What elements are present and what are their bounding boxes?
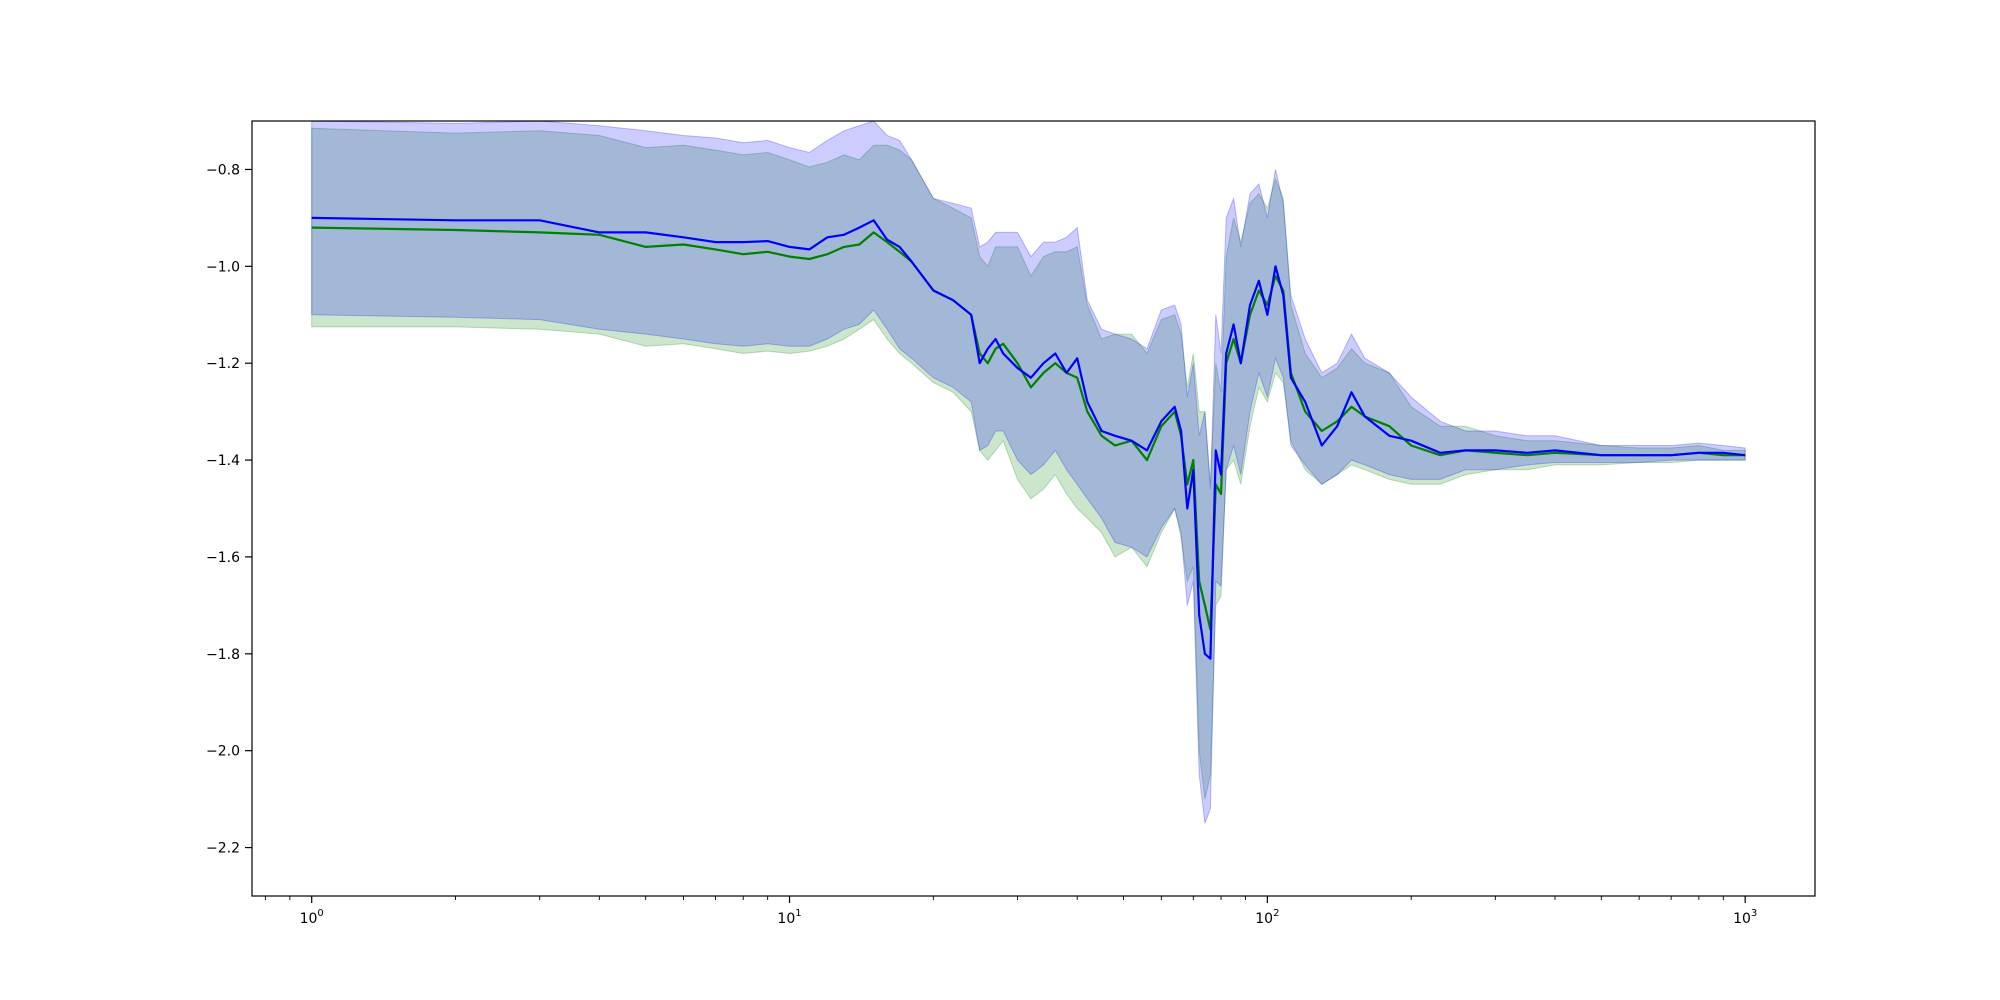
x-axis: 100 101 102 103 (264, 896, 1757, 927)
series-2-band (311, 120, 1746, 824)
y-tick-label: −2.0 (206, 744, 240, 760)
y-tick-label: −1.2 (206, 356, 240, 372)
x-tick-label: 101 (777, 908, 801, 927)
y-tick-label: −1.4 (206, 453, 240, 469)
series-1-line (311, 226, 1746, 631)
series-1-band (311, 127, 1746, 800)
confidence-bands (311, 120, 1746, 824)
y-tick-label: −1.6 (206, 550, 240, 566)
y-axis: −0.8 −1.0 −1.2 −1.4 −1.6 −1.8 −2.0 −2.2 (206, 162, 252, 857)
x-tick-label: 102 (1255, 908, 1279, 927)
plot-frame (251, 120, 1816, 897)
y-tick-label: −1.0 (206, 259, 240, 275)
x-tick-label: 103 (1733, 908, 1757, 927)
series-2-line (311, 216, 1746, 660)
y-tick-label: −1.8 (206, 647, 240, 663)
series-lines (311, 216, 1746, 660)
y-tick-label: −2.2 (206, 841, 240, 857)
y-tick-label: −0.8 (206, 162, 240, 178)
x-tick-label: 100 (300, 908, 324, 927)
